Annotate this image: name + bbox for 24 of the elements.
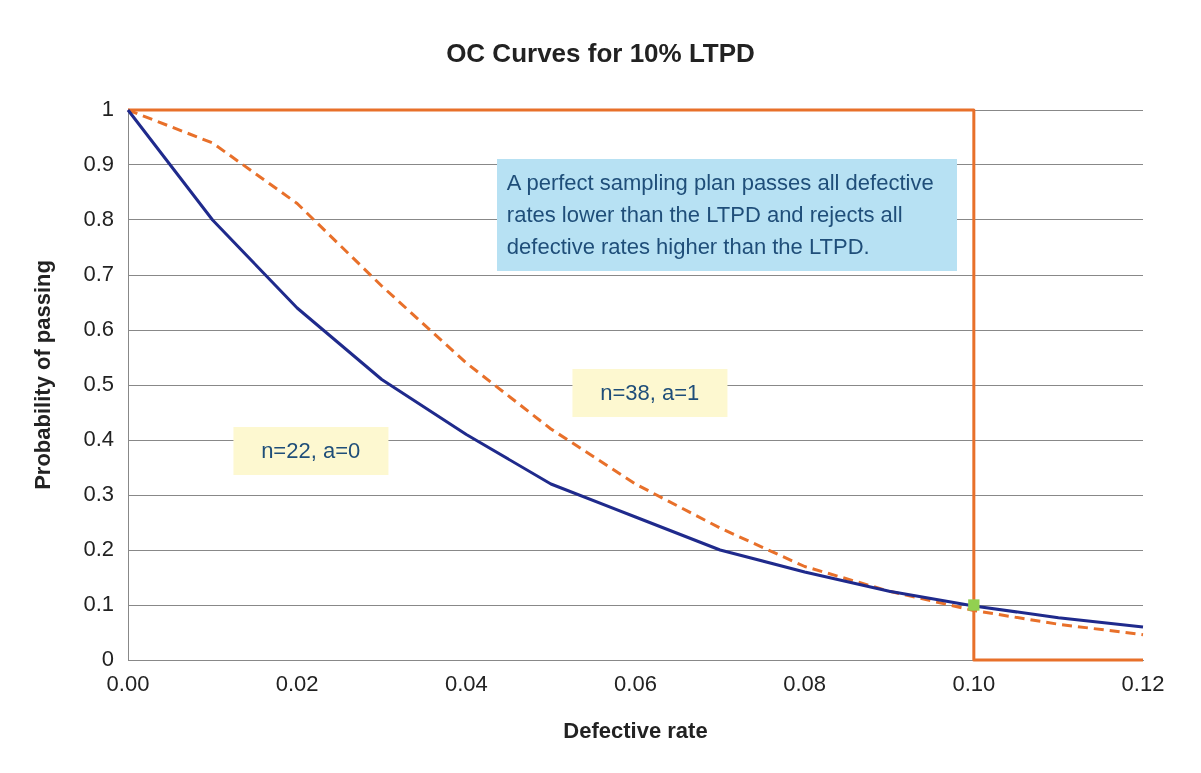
x-tick-label: 0.04 <box>444 671 488 697</box>
x-tick-label: 0.08 <box>783 671 827 697</box>
x-axis-title: Defective rate <box>562 718 709 744</box>
y-tick-label: 0.5 <box>83 371 114 397</box>
text: n=22, a=0 <box>233 427 389 475</box>
y-tick-label: 0.7 <box>83 261 114 287</box>
y-tick-label: 0 <box>101 646 114 672</box>
y-tick-label: 0.8 <box>83 206 114 232</box>
y-tick-label: 0.3 <box>83 481 114 507</box>
x-tick-label: 0.10 <box>952 671 996 697</box>
x-tick-label: 0.12 <box>1121 671 1165 697</box>
y-axis-title: Probability of passing <box>30 260 56 490</box>
chart-title: OC Curves for 10% LTPD <box>445 37 756 70</box>
y-tick-label: 0.9 <box>83 151 114 177</box>
y-tick-label: 0.6 <box>83 316 114 342</box>
y-tick-label: 0.1 <box>83 591 114 617</box>
x-tick-label: 0.00 <box>106 671 150 697</box>
x-tick-label: 0.06 <box>614 671 657 697</box>
text: n=38, a=1 <box>572 368 728 417</box>
annotation: A perfect sampling plan passes all defective rates lower than the LTPD and rejects all defective rates higher than the LTPD. <box>496 158 957 271</box>
y-tick-label: 0.2 <box>83 536 114 562</box>
y-tick-label: 0.4 <box>83 426 114 452</box>
x-tick-label: 0.02 <box>275 671 319 697</box>
y-tick-label: 1 <box>101 96 114 122</box>
